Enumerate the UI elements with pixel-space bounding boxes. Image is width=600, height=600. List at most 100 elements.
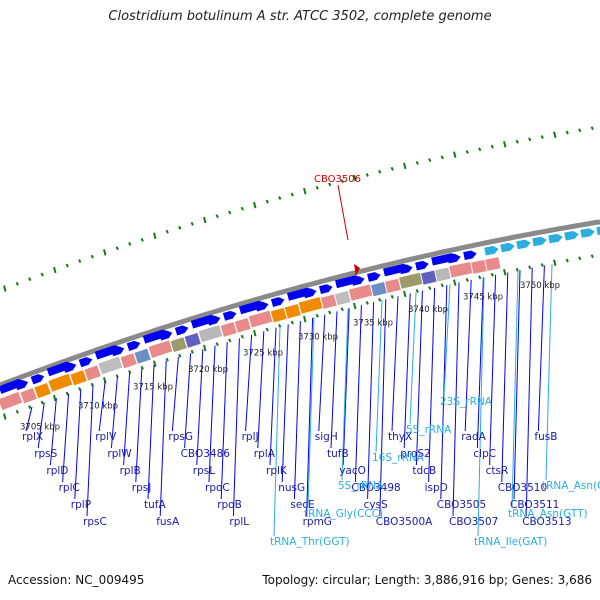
- tick-label: 3735 kbp: [353, 318, 393, 328]
- leader-line: [415, 290, 423, 466]
- gene-label: rpmG: [303, 516, 332, 528]
- rna-arrow: [516, 239, 531, 250]
- leader-line: [159, 360, 167, 517]
- tick-mark-outer: [78, 259, 82, 264]
- tick-mark-outer: [253, 201, 257, 209]
- gene-label: rpsS: [34, 448, 57, 460]
- tick-label: 3725 kbp: [243, 348, 283, 358]
- gene-label: CBO3507: [449, 516, 498, 528]
- cds-arrow: [222, 310, 237, 321]
- feature-block: [348, 283, 374, 302]
- feature-block: [83, 364, 102, 382]
- gene-label: rplL: [229, 516, 249, 528]
- leader-line: [545, 264, 553, 481]
- gene-label: tRNA_Asn(GTT): [542, 480, 600, 492]
- tick-mark-outer: [15, 281, 19, 286]
- tick-mark-inner: [53, 394, 57, 402]
- tick-label: 3715 kbp: [133, 383, 173, 393]
- tick-mark-outer: [378, 169, 382, 174]
- feature-block: [33, 382, 52, 400]
- leader-line: [220, 341, 228, 500]
- gene-label: rplK: [266, 465, 288, 477]
- leader-line: [489, 274, 497, 466]
- tick-mark-outer: [528, 137, 532, 142]
- feature-block: [448, 261, 474, 279]
- tick-mark-outer: [215, 214, 219, 219]
- tick-mark-inner: [440, 283, 444, 288]
- tick-mark-outer: [565, 130, 569, 135]
- tick-label: 3745 kbp: [463, 293, 503, 303]
- gene-label: CBO3505: [437, 499, 486, 511]
- tick-mark-inner: [478, 275, 482, 280]
- tick-mark-outer: [340, 179, 344, 184]
- leader-line: [476, 277, 484, 449]
- tick-mark-outer: [415, 161, 419, 165]
- feature-block: [47, 373, 74, 393]
- gene-label: CBO3510: [498, 482, 547, 494]
- leader-line: [318, 314, 326, 432]
- tick-mark-outer: [65, 263, 69, 268]
- leader-line: [511, 270, 519, 509]
- gene-label: rplP: [71, 499, 91, 511]
- gene-label: 5S_rRNA: [406, 424, 452, 436]
- leader-line: [341, 308, 349, 481]
- tick-mark-inner: [590, 254, 594, 259]
- leader-line: [147, 364, 155, 500]
- tick-mark-inner: [378, 297, 382, 302]
- leader-line: [452, 282, 460, 517]
- highlight-marker: CBO3506: [314, 174, 361, 276]
- gene-label: rpoC: [205, 482, 230, 494]
- gene-label: CBO3500A: [376, 516, 433, 528]
- gene-label: tdcB: [412, 465, 436, 477]
- tick-label: 3730 kbp: [298, 333, 338, 343]
- tick-mark-inner: [190, 349, 194, 354]
- feature-block: [434, 266, 452, 283]
- tick-mark-outer: [303, 187, 307, 195]
- tick-mark-inner: [40, 400, 44, 405]
- tick-mark-outer: [90, 254, 94, 259]
- gene-label: cysS: [364, 499, 388, 511]
- backbone-line: [0, 219, 600, 388]
- tick-mark-inner: [203, 344, 207, 352]
- feature-block: [19, 387, 38, 405]
- feature-block: [398, 272, 424, 290]
- tick-mark-outer: [428, 158, 432, 163]
- tick-mark-outer: [590, 126, 594, 131]
- tick-mark-outer: [453, 151, 457, 158]
- leader-line: [98, 380, 106, 432]
- feature-block: [97, 355, 124, 376]
- tick-mark-inner: [415, 289, 419, 293]
- page-title: Clostridium botulinum A str. ATCC 3502, …: [108, 9, 492, 24]
- tick-mark-outer: [515, 139, 519, 144]
- gene-label: rplC: [59, 482, 80, 494]
- tick-mark-outer: [390, 166, 394, 171]
- leader-line: [184, 353, 192, 449]
- feature-block: [169, 336, 188, 353]
- gene-label: 16S_rRNA: [372, 452, 425, 464]
- tick-mark-inner: [65, 391, 69, 396]
- tick-mark-outer: [403, 162, 407, 170]
- tick-label: 3705 kbp: [20, 422, 60, 432]
- tick-mark-inner: [465, 277, 469, 282]
- gene-label: CBO3513: [522, 516, 571, 528]
- cds-arrow: [62, 362, 77, 373]
- gene-label: tRNA_Gly(CCC): [304, 508, 383, 520]
- tick-mark-outer: [228, 210, 232, 215]
- tick-mark-outer: [540, 135, 544, 139]
- gene-label: rplX: [22, 431, 43, 443]
- gene-label: tRNA_Thr(GGT): [270, 536, 350, 548]
- gene-label: rplB: [120, 465, 141, 477]
- leader-line: [342, 308, 350, 466]
- tick-mark-inner: [390, 294, 394, 299]
- tick-mark-inner: [578, 256, 582, 261]
- gene-labels: 3705 kbp 3710 kbp 3715 kbp 3720 kbp 3725 kbp…: [20, 281, 600, 548]
- leader-line: [123, 372, 131, 466]
- tick-mark-inner: [78, 387, 82, 392]
- leader-line: [537, 265, 545, 432]
- leader-line: [525, 267, 533, 517]
- feature-block: [384, 278, 402, 294]
- genome-backbone: [0, 219, 600, 388]
- tick-mark-outer: [503, 140, 507, 148]
- gene-label: rpoB: [217, 499, 242, 511]
- gene-label: 23S_rRNA: [440, 396, 493, 408]
